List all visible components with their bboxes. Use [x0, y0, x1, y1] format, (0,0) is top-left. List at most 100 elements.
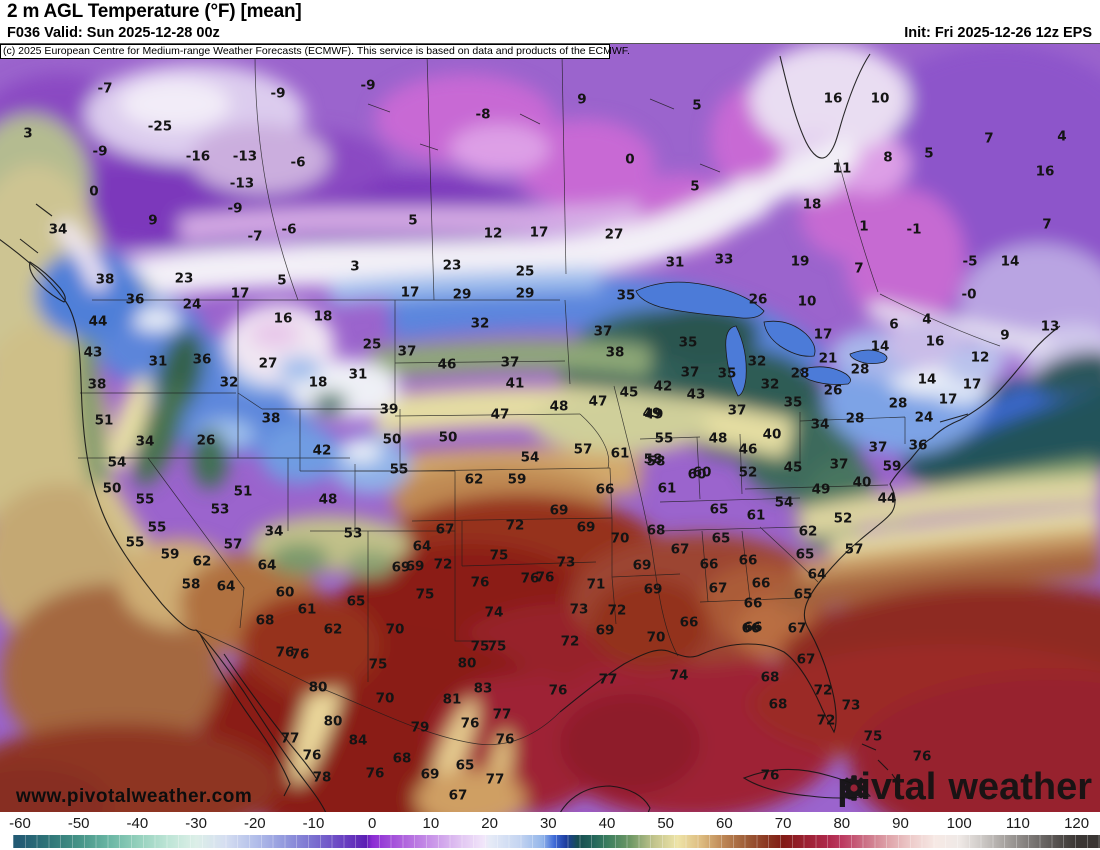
station-value: 35 [784, 395, 803, 411]
station-value: 32 [471, 316, 490, 332]
station-value: 4 [1057, 129, 1066, 145]
station-value: 75 [416, 587, 435, 603]
colorbar-tick: 90 [892, 815, 909, 832]
station-value: 55 [655, 431, 674, 447]
station-value: 33 [715, 252, 734, 268]
station-value: 57 [224, 537, 243, 553]
station-value: 66 [744, 596, 763, 612]
map-title: 2 m AGL Temperature (°F) [mean] [7, 1, 302, 22]
station-value: 65 [712, 531, 731, 547]
station-value: 17 [939, 392, 958, 408]
station-value: 65 [794, 587, 813, 603]
station-value: 42 [654, 379, 673, 395]
station-value: 8 [883, 150, 892, 166]
station-value: 54 [521, 450, 540, 466]
station-value: 48 [319, 492, 338, 508]
colorbar: -60 -50 -40 -30 -20 -10 0 10 20 30 40 50 60 70 80 90 100… [0, 812, 1100, 850]
station-value: 28 [889, 396, 908, 412]
station-value: 34 [49, 222, 68, 238]
state-borders [78, 53, 1001, 746]
station-value: 75 [488, 639, 507, 655]
station-value: 72 [814, 683, 833, 699]
colorbar-tick: 110 [1005, 815, 1030, 832]
station-value: 76 [276, 645, 295, 661]
station-value: 60 [276, 585, 295, 601]
station-value: 65 [710, 502, 729, 518]
station-value: 64 [258, 558, 277, 574]
station-value: 69 [406, 559, 425, 575]
station-value: 18 [314, 309, 333, 325]
station-value: 76 [536, 570, 555, 586]
colorbar-tick: 40 [598, 815, 616, 832]
station-value: 10 [798, 294, 817, 310]
station-value: 69 [421, 767, 440, 783]
station-value: 52 [834, 511, 853, 527]
station-value: 68 [647, 523, 666, 539]
station-value: 60 [693, 465, 712, 481]
station-value: 64 [808, 567, 827, 583]
station-value: 35 [718, 366, 737, 382]
station-value: 9 [577, 92, 586, 108]
station-value: 6 [889, 317, 898, 333]
station-value: 46 [438, 357, 457, 373]
station-value: -1 [907, 222, 922, 238]
station-value: 67 [797, 652, 816, 668]
station-value: 11 [833, 161, 852, 177]
station-value: 38 [262, 411, 281, 427]
station-value: 21 [819, 351, 838, 367]
colorbar-tick: 70 [774, 815, 792, 832]
station-value: 76 [549, 683, 568, 699]
station-value: 76 [461, 716, 480, 732]
station-value: 58 [182, 577, 201, 593]
station-value: 53 [211, 502, 230, 518]
station-value: 69 [596, 623, 615, 639]
station-value: 62 [465, 472, 484, 488]
station-value: 72 [608, 603, 627, 619]
station-value: 66 [752, 576, 771, 592]
pivotal-weather-logo: piv tal weather [837, 766, 1092, 809]
station-value: 78 [313, 770, 332, 786]
station-value: 77 [493, 707, 512, 723]
station-value: 16 [824, 91, 843, 107]
station-value: 50 [439, 430, 458, 446]
station-value: 76 [366, 766, 385, 782]
station-value: 76 [496, 732, 515, 748]
station-value: 40 [763, 427, 782, 443]
station-value: 55 [148, 520, 167, 536]
station-value: 35 [679, 335, 698, 351]
station-value: 72 [817, 713, 836, 729]
station-value: 84 [349, 733, 368, 749]
station-value: 67 [788, 621, 807, 637]
station-value: 24 [183, 297, 202, 313]
station-value: 37 [501, 355, 520, 371]
station-value: -7 [248, 229, 263, 245]
station-value: 76 [761, 768, 780, 784]
station-value: 5 [690, 179, 699, 195]
station-value: 9 [148, 213, 157, 229]
great-lakes [635, 281, 888, 397]
station-value: 65 [347, 594, 366, 610]
station-value: 17 [814, 327, 833, 343]
station-value: 77 [486, 772, 505, 788]
station-value: -13 [230, 176, 254, 192]
station-value: -7 [98, 81, 113, 97]
station-value: 72 [506, 518, 525, 534]
station-value: 42 [313, 443, 332, 459]
station-value: 70 [611, 531, 630, 547]
station-value: 44 [878, 491, 897, 507]
station-value: 77 [281, 731, 300, 747]
station-value: 66 [700, 557, 719, 573]
station-value: 76 [521, 571, 540, 587]
station-value: 69 [550, 503, 569, 519]
station-value: 75 [471, 639, 490, 655]
station-value: 74 [485, 605, 504, 621]
station-value: -9 [93, 144, 108, 160]
colorbar-tick: 120 [1064, 815, 1090, 832]
colorbar-tick: 100 [946, 815, 972, 832]
station-value: 48 [550, 399, 569, 415]
station-value: 66 [596, 482, 615, 498]
station-value: 67 [671, 542, 690, 558]
station-value: 34 [265, 524, 284, 540]
station-value: 31 [666, 255, 685, 271]
